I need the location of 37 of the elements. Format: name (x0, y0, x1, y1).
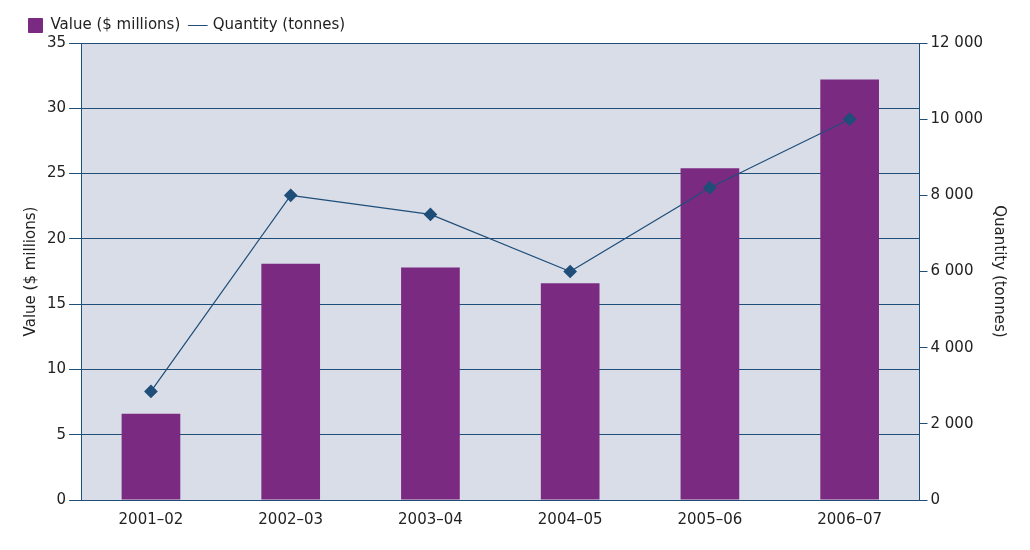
y2-tick-label: 6 000 (930, 261, 974, 280)
point (703, 181, 717, 195)
point (423, 207, 438, 221)
x-tick-label: 2004–05 (537, 509, 603, 528)
bar (261, 263, 321, 500)
y-axis-title: Value ($ millions) (20, 206, 39, 337)
x-tick-label: 2002–03 (258, 509, 324, 528)
point (563, 264, 577, 279)
x-tick-label: 2006–07 (817, 509, 883, 528)
y2-tick-label: 8 000 (930, 185, 974, 204)
y-tick-label: 35 (46, 32, 67, 51)
y-tick-label: 5 (56, 424, 67, 443)
y2-tick-label: 0 (930, 489, 941, 508)
point (284, 188, 298, 202)
y-tick-label: 10 (46, 359, 67, 378)
y-tick-label: 30 (46, 98, 67, 117)
y2-tick-label: 4 000 (930, 337, 974, 356)
bar (540, 283, 600, 500)
y-tick-label: 25 (46, 163, 67, 182)
bar (820, 79, 879, 500)
y2-tick-label: 2 000 (930, 413, 974, 432)
legend-label: Value ($ millions) (50, 15, 181, 34)
x-tick-label: 2003–04 (398, 509, 463, 528)
bar (680, 168, 740, 500)
legend-label: Quantity (tonnes) (212, 15, 346, 34)
point (843, 112, 857, 126)
bar (401, 267, 460, 500)
y2-axis-title: Quantity (tonnes) (991, 205, 1010, 338)
bar (121, 413, 181, 500)
y-tick-label: 15 (46, 294, 67, 313)
y-tick-label: 20 (46, 228, 67, 247)
y-tick-label: 0 (56, 489, 67, 508)
point (144, 384, 158, 399)
y2-tick-label: 10 000 (930, 109, 984, 128)
y2-tick-label: 12 000 (930, 32, 984, 51)
x-tick-label: 2001–02 (118, 509, 184, 528)
x-tick-label: 2005–06 (677, 509, 743, 528)
